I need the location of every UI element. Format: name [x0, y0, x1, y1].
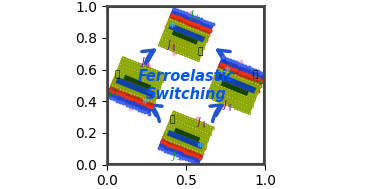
Text: $J_{\perp}$: $J_{\perp}$: [171, 149, 183, 163]
Polygon shape: [162, 110, 214, 154]
Polygon shape: [106, 88, 154, 115]
Polygon shape: [174, 128, 201, 142]
Text: ❄: ❄: [224, 65, 231, 74]
Text: 🔥: 🔥: [115, 71, 120, 80]
Text: 🔥: 🔥: [198, 47, 203, 56]
Polygon shape: [167, 130, 203, 149]
Text: Ferroelastic
Switching: Ferroelastic Switching: [137, 69, 235, 102]
Text: $J_{\parallel}$: $J_{\parallel}$: [166, 39, 176, 55]
Polygon shape: [170, 7, 214, 32]
Polygon shape: [217, 73, 256, 94]
Text: $J_{\parallel}$: $J_{\parallel}$: [196, 116, 206, 132]
Polygon shape: [171, 116, 208, 162]
Polygon shape: [215, 63, 264, 92]
Text: 🔥: 🔥: [169, 115, 174, 124]
Polygon shape: [158, 140, 202, 165]
Polygon shape: [160, 131, 206, 159]
Polygon shape: [218, 56, 266, 83]
Text: $J_{\perp}$: $J_{\perp}$: [189, 8, 201, 22]
Text: $J_{\parallel}$: $J_{\parallel}$: [140, 56, 150, 72]
Polygon shape: [212, 59, 253, 109]
Polygon shape: [206, 67, 262, 115]
Text: $J_{\perp}$: $J_{\perp}$: [108, 85, 120, 99]
Polygon shape: [166, 13, 212, 41]
Polygon shape: [171, 30, 198, 45]
Polygon shape: [119, 62, 160, 112]
Polygon shape: [158, 18, 210, 62]
Polygon shape: [221, 81, 249, 96]
Text: ❄: ❄: [168, 21, 175, 30]
Polygon shape: [110, 56, 166, 103]
Text: $J_{\parallel}$: $J_{\parallel}$: [222, 99, 232, 115]
Text: ❄: ❄: [141, 97, 148, 106]
Polygon shape: [169, 23, 205, 43]
Polygon shape: [108, 79, 157, 108]
Text: ❄: ❄: [197, 141, 204, 150]
Polygon shape: [116, 77, 155, 98]
Polygon shape: [164, 10, 201, 56]
Text: $J_{\perp}$: $J_{\perp}$: [252, 72, 264, 86]
Text: 🔥: 🔥: [252, 71, 257, 80]
Polygon shape: [123, 75, 151, 90]
